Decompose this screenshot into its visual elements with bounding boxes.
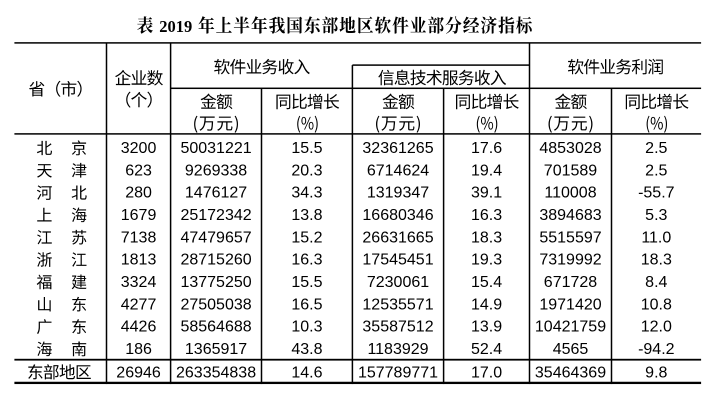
svg-text:15.4: 15.4 <box>471 274 502 291</box>
svg-text:671728: 671728 <box>544 274 597 291</box>
svg-text:-55.7: -55.7 <box>638 185 675 202</box>
svg-text:3894683: 3894683 <box>539 207 601 224</box>
svg-text:12.0: 12.0 <box>641 319 672 336</box>
svg-text:18.3: 18.3 <box>641 252 672 269</box>
svg-text:2.5: 2.5 <box>645 140 667 157</box>
svg-text:7230061: 7230061 <box>367 274 429 291</box>
svg-text:32361265: 32361265 <box>362 140 433 157</box>
svg-text:110008: 110008 <box>544 185 596 202</box>
svg-text:4853028: 4853028 <box>539 140 601 157</box>
svg-text:26631665: 26631665 <box>362 229 433 246</box>
svg-text:6714624: 6714624 <box>367 162 429 179</box>
svg-text:9269338: 9269338 <box>185 162 247 179</box>
svg-text:2.5: 2.5 <box>645 162 667 179</box>
svg-text:7319992: 7319992 <box>539 252 601 269</box>
svg-text:280: 280 <box>125 185 152 202</box>
svg-text:17545451: 17545451 <box>362 252 433 269</box>
svg-text:52.4: 52.4 <box>471 341 502 358</box>
svg-text:28715260: 28715260 <box>180 252 251 269</box>
svg-text:3200: 3200 <box>121 140 157 157</box>
svg-text:58564688: 58564688 <box>180 319 251 336</box>
svg-text:263354838: 263354838 <box>176 364 256 381</box>
svg-text:11.0: 11.0 <box>641 229 671 246</box>
svg-text:13.9: 13.9 <box>471 319 502 336</box>
svg-text:13.8: 13.8 <box>291 207 322 224</box>
svg-text:43.8: 43.8 <box>291 341 322 358</box>
svg-text:5.3: 5.3 <box>645 207 667 224</box>
svg-text:4277: 4277 <box>121 296 157 313</box>
svg-text:1476127: 1476127 <box>185 185 247 202</box>
svg-text:34.3: 34.3 <box>291 185 322 202</box>
svg-text:47479657: 47479657 <box>180 229 251 246</box>
svg-text:5515597: 5515597 <box>539 229 601 246</box>
svg-text:4426: 4426 <box>121 319 157 336</box>
svg-text:39.1: 39.1 <box>471 185 502 202</box>
svg-text:10.8: 10.8 <box>641 296 672 313</box>
svg-text:186: 186 <box>125 341 152 358</box>
svg-text:4565: 4565 <box>553 341 589 358</box>
svg-text:35464369: 35464369 <box>535 364 606 381</box>
svg-text:3324: 3324 <box>121 274 157 291</box>
svg-text:8.4: 8.4 <box>645 274 667 291</box>
svg-text:12535571: 12535571 <box>362 296 433 313</box>
svg-text:35587512: 35587512 <box>362 319 433 336</box>
svg-text:15.5: 15.5 <box>291 140 322 157</box>
svg-text:1365917: 1365917 <box>185 341 247 358</box>
svg-text:9.8: 9.8 <box>645 364 667 381</box>
svg-text:1183929: 1183929 <box>367 341 428 358</box>
svg-text:1319347: 1319347 <box>367 185 429 202</box>
svg-text:16680346: 16680346 <box>362 207 433 224</box>
svg-text:18.3: 18.3 <box>471 229 502 246</box>
svg-text:16.3: 16.3 <box>291 252 322 269</box>
svg-text:701589: 701589 <box>544 162 597 179</box>
svg-text:13775250: 13775250 <box>180 274 251 291</box>
svg-text:27505038: 27505038 <box>180 296 251 313</box>
svg-text:1971420: 1971420 <box>539 296 601 313</box>
svg-text:10421759: 10421759 <box>535 319 606 336</box>
svg-text:26946: 26946 <box>116 364 161 381</box>
svg-text:15.5: 15.5 <box>291 274 322 291</box>
svg-text:157789771: 157789771 <box>358 364 438 381</box>
svg-text:2019: 2019 <box>159 17 192 36</box>
svg-text:-94.2: -94.2 <box>638 341 675 358</box>
svg-text:15.2: 15.2 <box>291 229 322 246</box>
svg-text:1813: 1813 <box>121 252 157 269</box>
svg-text:7138: 7138 <box>121 229 157 246</box>
svg-text:20.3: 20.3 <box>291 162 322 179</box>
svg-text:10.3: 10.3 <box>291 319 322 336</box>
svg-text:623: 623 <box>125 162 152 179</box>
svg-text:16.5: 16.5 <box>291 296 322 313</box>
svg-text:14.9: 14.9 <box>471 296 502 313</box>
svg-text:16.3: 16.3 <box>471 207 502 224</box>
svg-text:17.6: 17.6 <box>471 140 502 157</box>
svg-text:17.0: 17.0 <box>471 364 502 381</box>
svg-text:50031221: 50031221 <box>180 140 251 157</box>
svg-text:19.4: 19.4 <box>471 162 502 179</box>
svg-text:25172342: 25172342 <box>180 207 251 224</box>
svg-text:19.3: 19.3 <box>471 252 502 269</box>
svg-text:14.6: 14.6 <box>291 364 322 381</box>
svg-text:1679: 1679 <box>121 207 157 224</box>
